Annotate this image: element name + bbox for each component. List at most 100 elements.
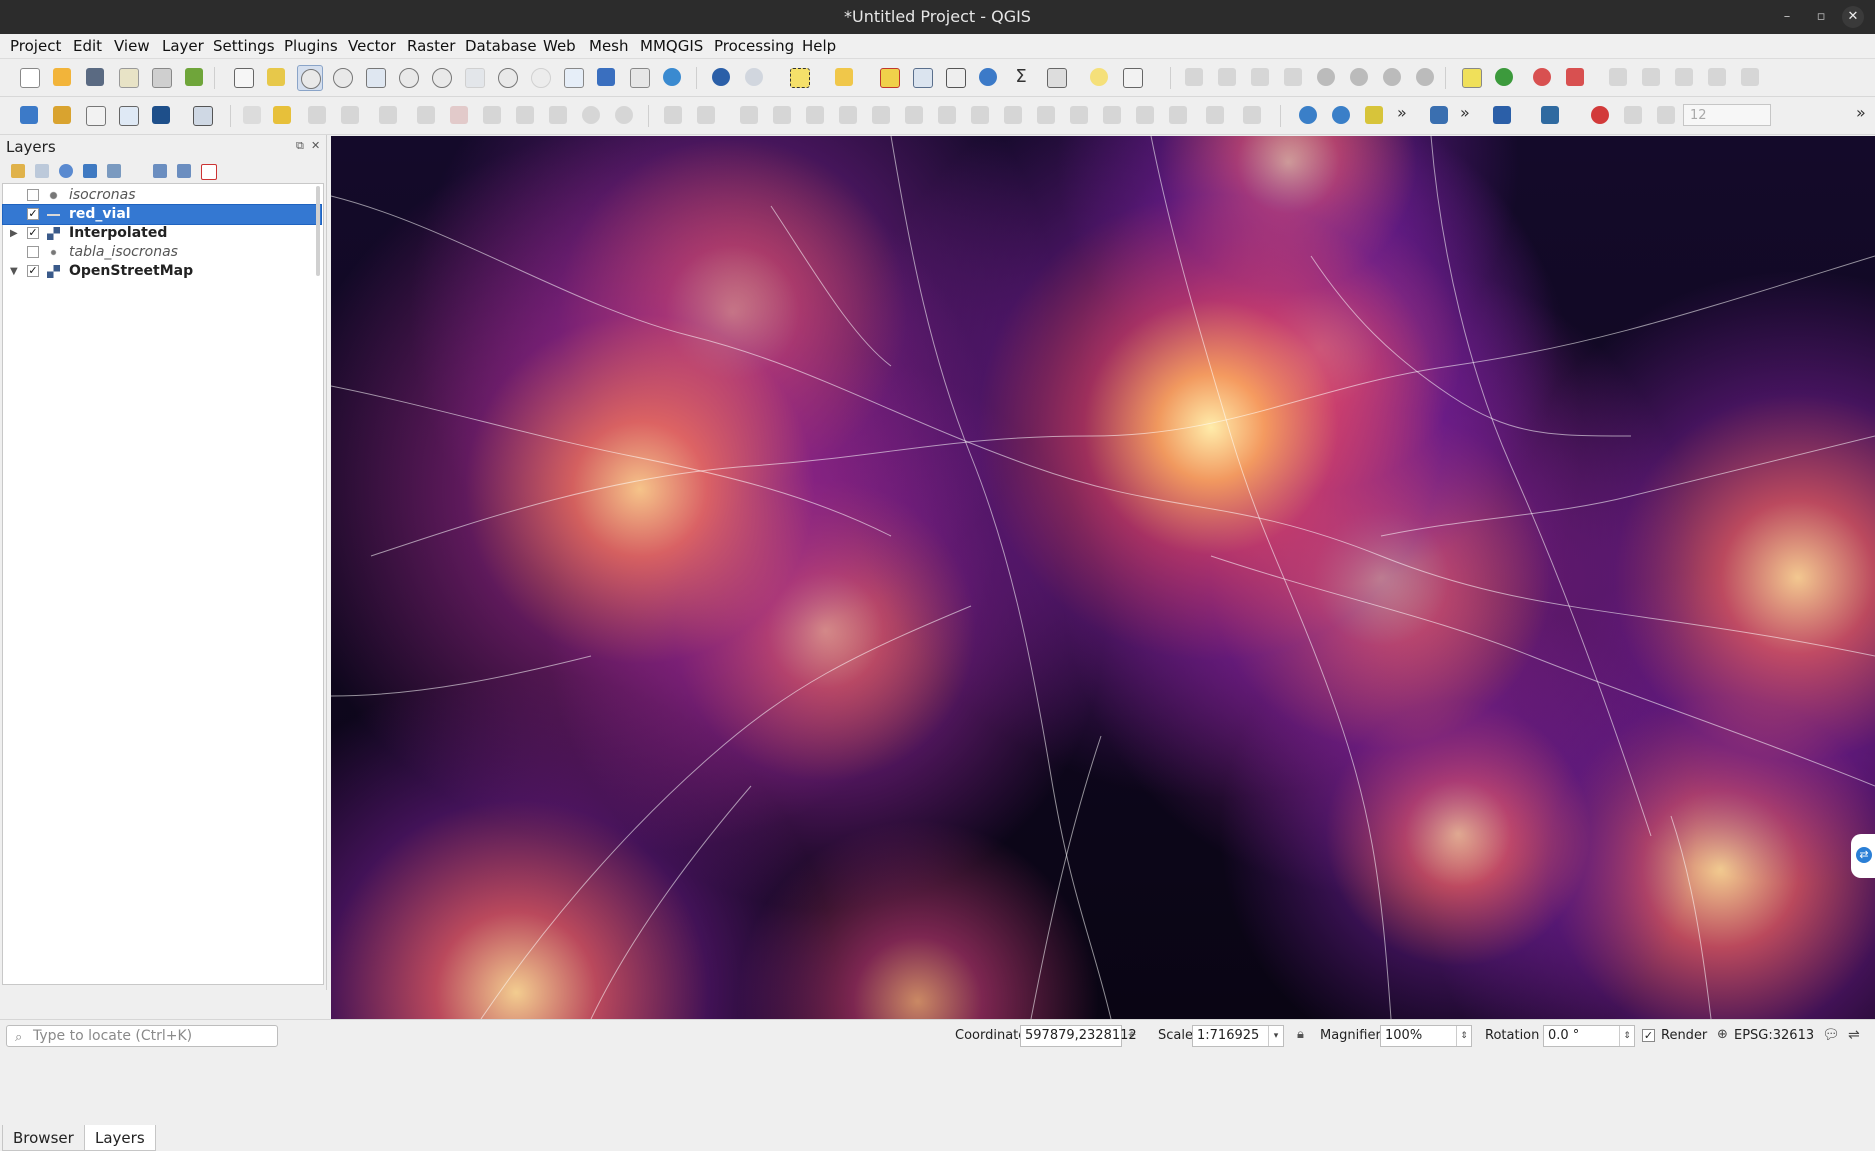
current-edits-button[interactable] (240, 103, 264, 127)
float-panel-icon[interactable]: ⧉ (296, 139, 304, 152)
delete-selected-button[interactable] (447, 103, 471, 127)
python-console-button[interactable] (1427, 103, 1451, 127)
modify-attributes-button[interactable] (414, 103, 438, 127)
digitize-adv-7-button[interactable] (869, 103, 893, 127)
remove-layer-button[interactable] (198, 161, 218, 181)
filter-expression-button[interactable] (104, 161, 124, 181)
toolbar-overflow-icon[interactable]: » (1460, 103, 1470, 122)
menu-help[interactable]: Help (802, 37, 837, 55)
measure-button[interactable] (1044, 65, 1068, 89)
attribute-table-button[interactable] (910, 65, 934, 89)
map-canvas[interactable]: ⇄ (331, 136, 1875, 1019)
pan-map-button[interactable] (231, 65, 255, 89)
layout-manager-button[interactable] (149, 65, 173, 89)
coordinate-field[interactable]: 597879,2328112 (1020, 1025, 1137, 1047)
help-button[interactable] (1490, 103, 1514, 127)
new-shapefile-button[interactable] (83, 103, 107, 127)
menu-web[interactable]: Web (543, 37, 576, 55)
label-tool-4-button[interactable] (1413, 65, 1437, 89)
label-tool-2-button[interactable] (1347, 65, 1371, 89)
layer-row-red-vial[interactable]: red_vial (2, 204, 322, 225)
digitize-adv-6-button[interactable] (836, 103, 860, 127)
crs-globe-icon[interactable]: ⊕ (1717, 1027, 1728, 1042)
zoom-out-button[interactable] (330, 65, 354, 89)
label-extra-button[interactable] (1738, 65, 1762, 89)
statistics-button[interactable]: Σ (1009, 65, 1033, 89)
tab-layers[interactable]: Layers (84, 1125, 156, 1151)
pan-to-selection-button[interactable] (264, 65, 288, 89)
layer-visibility-checkbox[interactable] (27, 208, 39, 220)
messages-icon[interactable]: 💬︎ (1822, 1027, 1840, 1043)
layer-row-isocronas[interactable]: isocronas (3, 186, 321, 205)
manage-themes-button[interactable] (56, 161, 76, 181)
minimize-button[interactable]: – (1783, 9, 1791, 24)
change-label-button[interactable] (1672, 65, 1696, 89)
layer-row-interpolated[interactable]: ▶ Interpolated (3, 224, 321, 243)
run-feature-action-button[interactable] (742, 65, 766, 89)
menu-processing[interactable]: Processing (714, 37, 795, 55)
add-group-button[interactable] (32, 161, 52, 181)
label-tool-1-button[interactable] (1314, 65, 1338, 89)
select-by-value-button[interactable] (832, 65, 856, 89)
move-label-button[interactable] (1606, 65, 1630, 89)
undo-button[interactable] (579, 103, 603, 127)
digitize-adv-10-button[interactable] (968, 103, 992, 127)
layer-visibility-checkbox[interactable] (27, 265, 39, 277)
triangle-tool-button[interactable] (1362, 103, 1386, 127)
digitize-adv-3-button[interactable] (737, 103, 761, 127)
filter-legend-button[interactable] (80, 161, 100, 181)
digitize-2-button[interactable] (1215, 65, 1239, 89)
layers-tree-scrollbar[interactable] (316, 186, 320, 276)
snapping-mode-button[interactable] (1621, 103, 1645, 127)
data-source-manager-button[interactable] (17, 103, 41, 127)
snapping-type-button[interactable] (1654, 103, 1678, 127)
expand-all-button[interactable] (150, 161, 170, 181)
digitize-1-button[interactable] (1182, 65, 1206, 89)
digitize-adv-9-button[interactable] (935, 103, 959, 127)
map-tips-button[interactable] (1087, 65, 1111, 89)
magnifier-spinbox[interactable]: 100% ⇕ (1380, 1025, 1472, 1047)
close-panel-icon[interactable]: ✕ (311, 139, 321, 152)
scale-combobox[interactable]: 1:716925 ▾ (1192, 1025, 1284, 1047)
expand-arrow-icon[interactable]: ▶ (10, 228, 18, 239)
menu-view[interactable]: View (114, 37, 150, 55)
save-project-button[interactable] (83, 65, 107, 89)
digitize-adv-18-button[interactable] (1240, 103, 1264, 127)
layer-visibility-checkbox[interactable] (27, 189, 39, 201)
new-geopackage-button[interactable] (50, 103, 74, 127)
toolbar-overflow-icon[interactable]: » (1397, 103, 1407, 122)
deselect-all-button[interactable] (877, 65, 901, 89)
paste-features-button[interactable] (546, 103, 570, 127)
copy-features-button[interactable] (513, 103, 537, 127)
new-map-view-button[interactable] (561, 65, 585, 89)
layer-row-openstreetmap[interactable]: ▼ OpenStreetMap (3, 262, 321, 281)
processing-toolbox-button[interactable] (976, 65, 1000, 89)
toggle-extents-icon[interactable]: ⌖ (1128, 1027, 1136, 1043)
layer-visibility-checkbox[interactable] (27, 246, 39, 258)
digitize-adv-16-button[interactable] (1166, 103, 1190, 127)
zoom-last-button[interactable] (495, 65, 519, 89)
menu-mmqgis[interactable]: MMQGIS (640, 37, 704, 55)
menu-plugins[interactable]: Plugins (284, 37, 338, 55)
label-tool-3-button[interactable] (1380, 65, 1404, 89)
layer-visibility-checkbox[interactable] (27, 227, 39, 239)
show-bookmarks-button[interactable] (627, 65, 651, 89)
cut-features-button[interactable] (480, 103, 504, 127)
digitize-adv-4-button[interactable] (770, 103, 794, 127)
text-annotation-button[interactable] (1120, 65, 1144, 89)
identify-features-button[interactable] (709, 65, 733, 89)
digitize-adv-14-button[interactable] (1100, 103, 1124, 127)
zoom-in-button[interactable] (297, 65, 323, 91)
collapse-arrow-icon[interactable]: ▼ (10, 266, 18, 277)
new-project-button[interactable] (17, 65, 41, 89)
collapse-all-button[interactable] (174, 161, 194, 181)
menu-vector[interactable]: Vector (348, 37, 396, 55)
zoom-full-button[interactable] (363, 65, 387, 89)
open-styling-button[interactable] (8, 161, 28, 181)
new-spatialite-button[interactable] (190, 103, 214, 127)
field-calculator-button[interactable] (943, 65, 967, 89)
menu-settings[interactable]: Settings (213, 37, 275, 55)
lock-icon[interactable]: 🔒︎ (1297, 1027, 1304, 1042)
digitize-adv-15-button[interactable] (1133, 103, 1157, 127)
menu-database[interactable]: Database (465, 37, 537, 55)
